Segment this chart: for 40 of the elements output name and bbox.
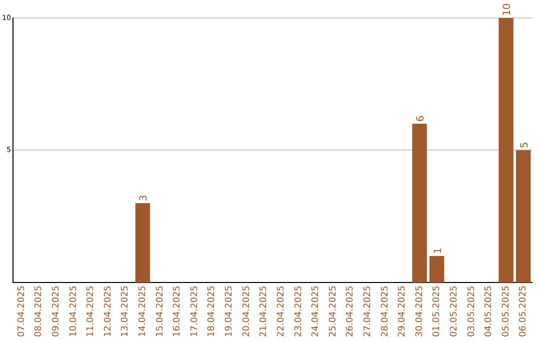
x-tick-label: 14.04.2025	[138, 285, 148, 337]
x-tick-label: 02.05.2025	[449, 285, 460, 337]
x-tick-label: 09.04.2025	[52, 285, 62, 337]
x-tick-label: 07.04.2025	[16, 285, 27, 337]
bar	[516, 150, 531, 282]
data-label: 5	[519, 142, 530, 148]
data-label: 1	[432, 248, 444, 254]
x-tick-label: 11.04.2025	[86, 285, 96, 337]
x-tick-label: 18.04.2025	[207, 285, 218, 337]
x-tick-label: 27.04.2025	[362, 285, 373, 337]
x-tick-label: 25.04.2025	[328, 285, 338, 337]
x-tick-label: 28.04.2025	[380, 285, 390, 337]
data-label: 6	[416, 115, 427, 122]
x-tick-label: 22.04.2025	[276, 285, 286, 337]
bar	[412, 124, 427, 282]
x-tick-label: 17.04.2025	[190, 285, 200, 337]
x-tick-label: 12.04.2025	[103, 285, 114, 337]
x-tick-label: 30.04.2025	[414, 285, 425, 337]
x-tick-label: 29.04.2025	[398, 285, 408, 337]
x-tick-label: 06.05.2025	[518, 285, 529, 337]
x-tick-label: 03.05.2025	[466, 285, 477, 337]
x-tick-label: 13.04.2025	[120, 285, 131, 337]
x-tick-label: 26.04.2025	[346, 285, 356, 337]
x-tick-label: 24.04.2025	[311, 285, 322, 337]
data-label: 3	[138, 194, 150, 202]
x-tick-label: 20.04.2025	[242, 285, 252, 337]
bar	[429, 256, 444, 282]
x-tick-label: 01.05.2025	[432, 285, 442, 337]
bar	[135, 203, 150, 282]
x-tick-label: 04.05.2025	[484, 285, 494, 337]
x-tick-label: 05.05.2025	[501, 285, 512, 337]
x-tick-label: 16.04.2025	[172, 285, 183, 337]
x-tick-label: 19.04.2025	[224, 285, 235, 337]
data-label: 10	[502, 3, 514, 16]
x-tick-label: 08.04.2025	[34, 285, 44, 337]
x-tick-label: 15.04.2025	[155, 285, 166, 337]
x-tick-label: 10.04.2025	[68, 285, 79, 337]
x-tick-label: 21.04.2025	[259, 285, 270, 337]
x-tick-label: 23.04.2025	[294, 285, 304, 337]
bar	[498, 18, 514, 282]
